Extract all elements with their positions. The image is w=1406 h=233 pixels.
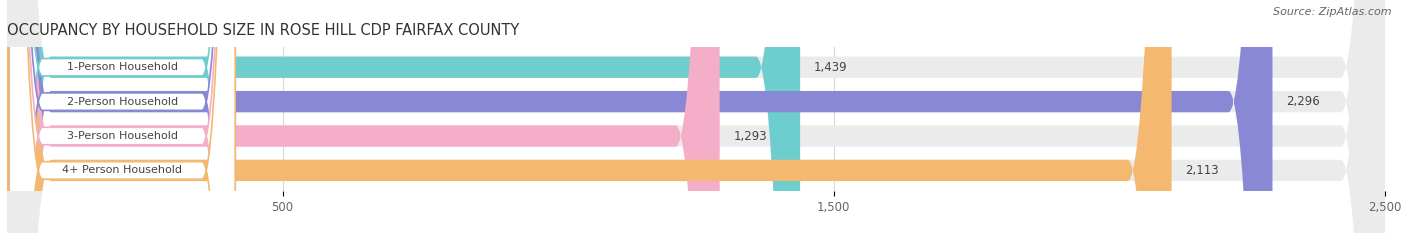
FancyBboxPatch shape bbox=[10, 0, 235, 233]
FancyBboxPatch shape bbox=[7, 0, 720, 233]
Text: 2,296: 2,296 bbox=[1286, 95, 1320, 108]
Text: 3-Person Household: 3-Person Household bbox=[66, 131, 177, 141]
FancyBboxPatch shape bbox=[7, 0, 1272, 233]
Text: 1-Person Household: 1-Person Household bbox=[66, 62, 177, 72]
Text: 2,113: 2,113 bbox=[1185, 164, 1219, 177]
Text: 2-Person Household: 2-Person Household bbox=[66, 97, 177, 107]
Text: 1,293: 1,293 bbox=[734, 130, 768, 143]
FancyBboxPatch shape bbox=[10, 0, 235, 233]
FancyBboxPatch shape bbox=[7, 0, 1385, 233]
Text: Source: ZipAtlas.com: Source: ZipAtlas.com bbox=[1274, 7, 1392, 17]
FancyBboxPatch shape bbox=[10, 0, 235, 233]
FancyBboxPatch shape bbox=[7, 0, 1385, 233]
FancyBboxPatch shape bbox=[10, 0, 235, 233]
Text: 1,439: 1,439 bbox=[814, 61, 848, 74]
FancyBboxPatch shape bbox=[7, 0, 1385, 233]
FancyBboxPatch shape bbox=[7, 0, 800, 233]
FancyBboxPatch shape bbox=[7, 0, 1171, 233]
FancyBboxPatch shape bbox=[7, 0, 1385, 233]
Text: OCCUPANCY BY HOUSEHOLD SIZE IN ROSE HILL CDP FAIRFAX COUNTY: OCCUPANCY BY HOUSEHOLD SIZE IN ROSE HILL… bbox=[7, 24, 519, 38]
Text: 4+ Person Household: 4+ Person Household bbox=[62, 165, 183, 175]
